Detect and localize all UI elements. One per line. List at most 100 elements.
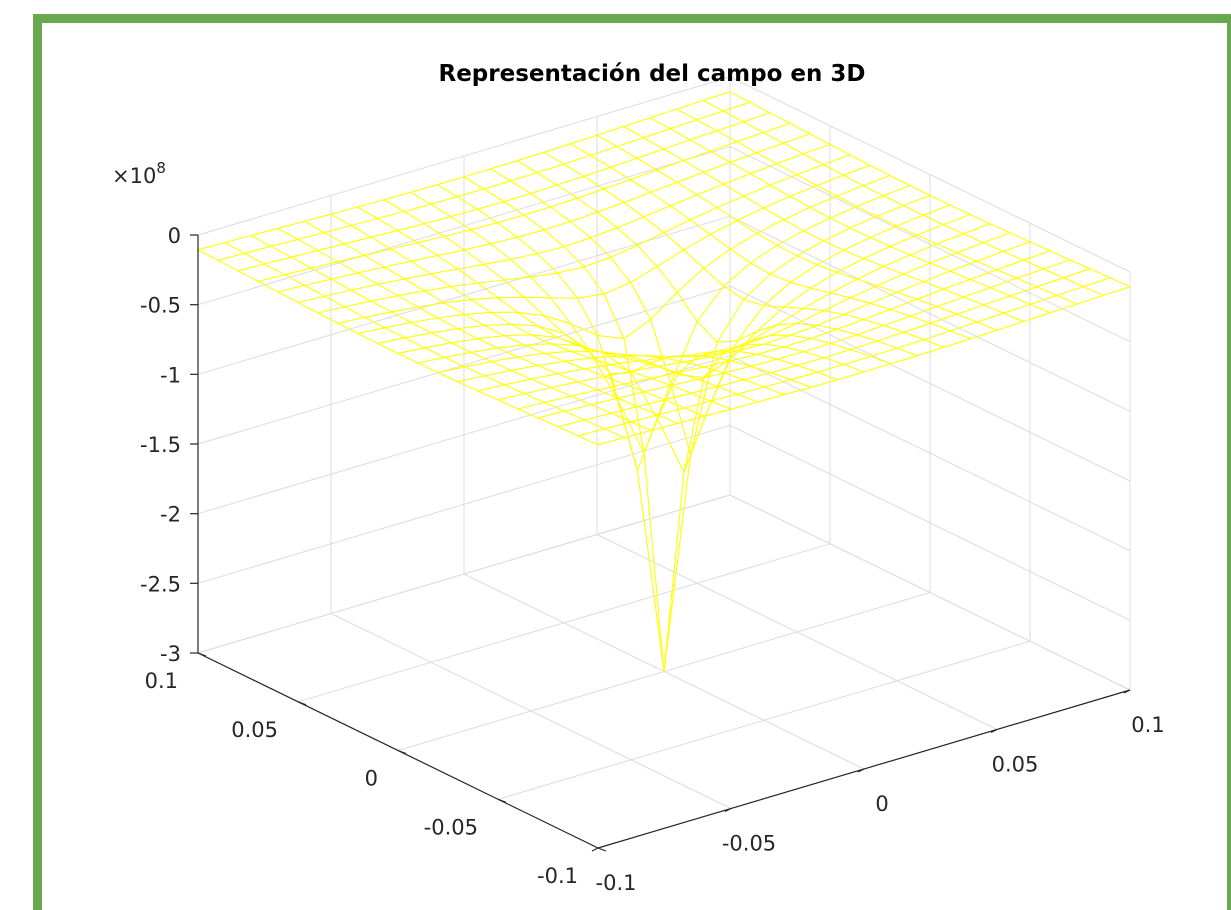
mesh-line [404,273,432,280]
mesh-line [331,272,358,280]
mesh-line [863,185,884,197]
mesh-line [890,308,911,317]
mesh-line [437,372,459,383]
mesh-line [324,232,345,245]
mesh-line [464,313,485,326]
mesh-line [783,346,805,353]
mesh-line [543,151,565,165]
mesh-line [271,238,298,247]
mesh-line [910,305,938,317]
mesh-line [717,385,738,395]
mesh-line [524,387,552,395]
x-tick-mark [990,728,998,734]
mesh-line [836,271,858,280]
mesh-line [504,378,532,386]
mesh-line [643,383,672,453]
x-tick-mark [1123,689,1131,694]
mesh-line [537,163,564,174]
mesh-line [816,249,844,266]
mesh-line [604,352,625,356]
mesh-line [650,362,678,375]
mesh-line [577,293,605,299]
mesh-line [849,227,871,238]
mesh-line [504,334,532,337]
mesh-line [404,278,425,292]
mesh-line [550,343,578,347]
mesh-line [909,254,931,264]
mesh-line [324,224,352,234]
mesh-line [723,262,751,287]
mesh-line [716,299,745,343]
mesh-line [310,267,332,280]
mesh-line [903,322,931,333]
mesh-line [683,377,705,473]
mesh-line [337,254,365,263]
mesh-line [530,193,551,208]
mesh-line [536,172,558,186]
mesh-line [557,368,585,375]
mesh-line [604,428,625,439]
mesh-line [451,338,478,344]
mesh-line [816,185,838,197]
mesh-line [823,297,851,312]
mesh-line [237,263,265,272]
wall-grid-line [729,215,1131,412]
wall-grid-line [197,76,731,236]
mesh-line [1003,303,1031,314]
mesh-line [457,196,478,210]
mesh-line [304,278,332,286]
mesh-line [737,393,758,403]
mesh-line [829,143,851,156]
mesh-line [577,188,604,199]
wall-grid-line [197,355,731,515]
mesh-line [790,281,811,289]
mesh-line [344,306,365,318]
y-tick-mark [197,652,207,657]
mesh-line [410,322,432,334]
mesh-line [803,143,831,155]
mesh-line [716,195,744,209]
mesh-line [783,219,804,232]
mesh-line [683,233,711,251]
mesh-line [950,260,977,272]
mesh-line [504,335,525,346]
mesh-line [517,236,538,255]
y-tick-label: 0.1 [145,669,178,693]
mesh-line [703,352,725,378]
mesh-line [417,242,438,257]
tick-labels: -0.1 -0.05 0 0.05 0.1 -0.1 -0.05 0 0.05 0.1 0 -0.5 -… [140,224,1165,895]
mesh-line [437,176,465,186]
mesh-line [544,350,572,354]
mesh-line [510,323,538,327]
mesh-line [797,364,818,373]
mesh-line [916,288,944,300]
mesh-line [943,338,971,348]
mesh-line [763,281,791,307]
mesh-line [903,194,931,207]
mesh-line [810,337,831,344]
mesh-line [391,306,418,313]
mesh-line [1003,241,1031,252]
mesh-line [703,171,724,185]
mesh-line [669,128,691,141]
mesh-line [417,302,445,308]
z-tick-label: -1.5 [140,433,181,457]
mesh-line [457,324,485,330]
mesh-line [936,305,958,315]
mesh-line [770,273,791,283]
mesh-line [756,152,778,165]
mesh-line [797,357,825,366]
mesh-line [823,164,844,176]
mesh-line [1023,259,1044,270]
mesh-line [909,243,938,256]
mesh-line [644,391,665,401]
mesh-line [477,279,505,284]
mesh-line [596,125,624,136]
mesh-line [564,410,585,421]
mesh-line [703,248,731,269]
mesh-line [444,356,465,368]
mesh-line [384,327,405,339]
mesh-line [557,175,584,186]
mesh-line [677,415,705,424]
mesh-line [716,207,738,222]
